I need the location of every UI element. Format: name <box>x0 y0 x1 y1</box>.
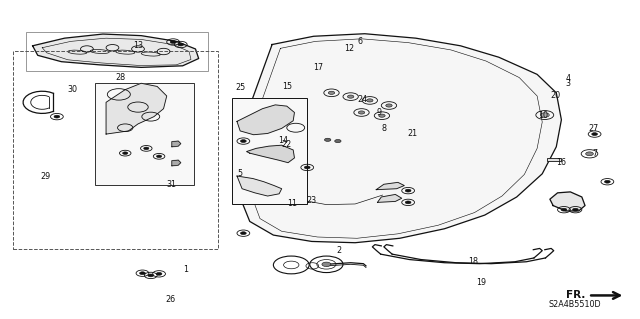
Circle shape <box>405 189 411 192</box>
Circle shape <box>358 111 365 114</box>
Text: 15: 15 <box>282 82 292 91</box>
Polygon shape <box>237 176 282 196</box>
Circle shape <box>241 140 246 143</box>
Text: 19: 19 <box>476 278 486 287</box>
Text: FR.: FR. <box>566 290 586 300</box>
Circle shape <box>592 133 598 136</box>
Circle shape <box>54 115 60 118</box>
Polygon shape <box>376 182 404 190</box>
Text: 17: 17 <box>313 63 323 72</box>
Text: 3: 3 <box>565 79 570 88</box>
Circle shape <box>123 152 128 154</box>
Text: 30: 30 <box>67 85 77 94</box>
Text: 24: 24 <box>358 95 368 104</box>
Circle shape <box>322 262 331 267</box>
Bar <box>13 50 218 249</box>
Bar <box>232 98 307 204</box>
Circle shape <box>305 166 310 169</box>
Polygon shape <box>239 34 561 243</box>
Bar <box>26 33 208 70</box>
Circle shape <box>586 152 593 156</box>
Text: 8: 8 <box>381 124 387 133</box>
Circle shape <box>540 113 549 117</box>
Text: 10: 10 <box>538 111 548 120</box>
Polygon shape <box>172 160 180 166</box>
Text: 7: 7 <box>592 149 597 158</box>
Text: 31: 31 <box>167 180 177 189</box>
Text: 2: 2 <box>337 246 342 255</box>
Circle shape <box>170 41 176 43</box>
Text: 26: 26 <box>166 295 175 304</box>
Circle shape <box>324 138 331 141</box>
Circle shape <box>561 208 567 211</box>
Polygon shape <box>33 34 198 67</box>
Text: 22: 22 <box>281 140 291 149</box>
Circle shape <box>379 114 385 117</box>
Polygon shape <box>246 145 294 163</box>
Text: 27: 27 <box>588 124 598 133</box>
Text: 21: 21 <box>408 129 418 137</box>
Text: 29: 29 <box>40 173 51 182</box>
Circle shape <box>157 155 162 158</box>
Circle shape <box>367 99 373 102</box>
Polygon shape <box>378 195 402 202</box>
Text: 13: 13 <box>133 41 143 50</box>
Circle shape <box>241 232 246 234</box>
Circle shape <box>328 91 335 94</box>
Circle shape <box>405 201 411 204</box>
Text: 14: 14 <box>278 136 289 145</box>
Circle shape <box>156 272 162 275</box>
Text: S2A4B5510D: S2A4B5510D <box>548 300 601 308</box>
Circle shape <box>140 272 145 275</box>
Text: 25: 25 <box>236 83 246 92</box>
Circle shape <box>573 208 579 211</box>
Polygon shape <box>550 192 585 211</box>
Text: 18: 18 <box>468 257 478 266</box>
Text: 12: 12 <box>344 44 354 53</box>
Polygon shape <box>106 83 167 134</box>
Text: 28: 28 <box>116 73 126 82</box>
Circle shape <box>144 147 149 150</box>
Circle shape <box>348 95 354 98</box>
Circle shape <box>605 180 611 183</box>
Bar <box>95 83 194 185</box>
Polygon shape <box>172 141 180 147</box>
Text: 11: 11 <box>287 199 297 208</box>
Text: 5: 5 <box>237 169 243 178</box>
Text: 1: 1 <box>184 264 188 274</box>
Text: 4: 4 <box>565 74 570 83</box>
Text: 9: 9 <box>376 108 381 117</box>
Bar <box>547 158 561 161</box>
Text: 20: 20 <box>550 91 560 100</box>
Text: 23: 23 <box>307 196 317 205</box>
Text: 16: 16 <box>556 158 566 167</box>
Text: 6: 6 <box>358 37 363 46</box>
Polygon shape <box>237 105 294 135</box>
Circle shape <box>335 139 341 143</box>
Circle shape <box>178 43 184 46</box>
Circle shape <box>148 274 154 277</box>
Circle shape <box>386 104 392 107</box>
